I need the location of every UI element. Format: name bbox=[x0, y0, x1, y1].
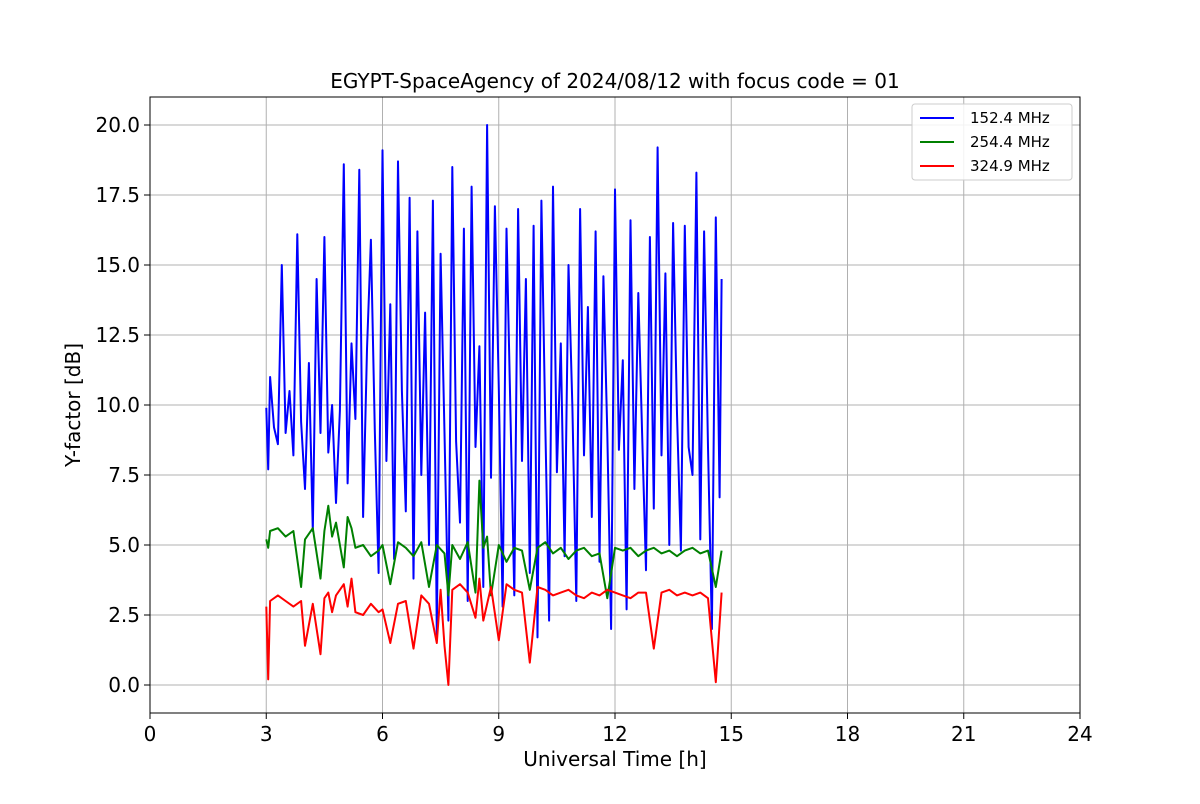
plot-frame bbox=[149, 96, 1081, 714]
x-tick-label: 12 bbox=[602, 722, 627, 746]
x-tick-label: 15 bbox=[719, 722, 744, 746]
y-tick-label: 0.0 bbox=[108, 673, 140, 697]
x-tick-label: 21 bbox=[951, 722, 976, 746]
y-tick-label: 17.5 bbox=[95, 183, 140, 207]
series-layer bbox=[265, 124, 723, 686]
x-tick-label: 6 bbox=[376, 722, 389, 746]
series-line-1 bbox=[265, 124, 723, 639]
y-tick-label: 10.0 bbox=[95, 393, 140, 417]
series-line-3 bbox=[265, 577, 723, 686]
y-axis-ticks: 0.0 2.5 5.0 7.5 10.0 12.5 15.0 17.5 20.0 bbox=[95, 113, 150, 697]
legend-label: 152.4 MHz bbox=[970, 109, 1050, 127]
legend-label: 254.4 MHz bbox=[970, 133, 1050, 151]
x-axis-ticks: 0 3 6 9 12 15 18 21 24 bbox=[144, 713, 1093, 746]
x-tick-label: 24 bbox=[1067, 722, 1092, 746]
x-tick-label: 18 bbox=[835, 722, 860, 746]
x-axis-label: Universal Time [h] bbox=[523, 747, 706, 771]
legend-label: 324.9 MHz bbox=[970, 157, 1050, 175]
x-tick-label: 9 bbox=[492, 722, 505, 746]
y-tick-label: 7.5 bbox=[108, 463, 140, 487]
legend: 152.4 MHz 254.4 MHz 324.9 MHz bbox=[911, 103, 1073, 181]
y-tick-label: 2.5 bbox=[108, 603, 140, 627]
y-tick-label: 20.0 bbox=[95, 113, 140, 137]
y-tick-label: 12.5 bbox=[95, 323, 140, 347]
legend-box bbox=[911, 103, 1073, 181]
y-tick-label: 5.0 bbox=[108, 533, 140, 557]
x-tick-label: 3 bbox=[260, 722, 273, 746]
x-tick-label: 0 bbox=[144, 722, 157, 746]
y-axis-label: Y-factor [dB] bbox=[61, 343, 85, 468]
y-tick-label: 15.0 bbox=[95, 253, 140, 277]
chart-title: EGYPT-SpaceAgency of 2024/08/12 with foc… bbox=[330, 69, 899, 93]
series-line-2 bbox=[265, 479, 723, 600]
